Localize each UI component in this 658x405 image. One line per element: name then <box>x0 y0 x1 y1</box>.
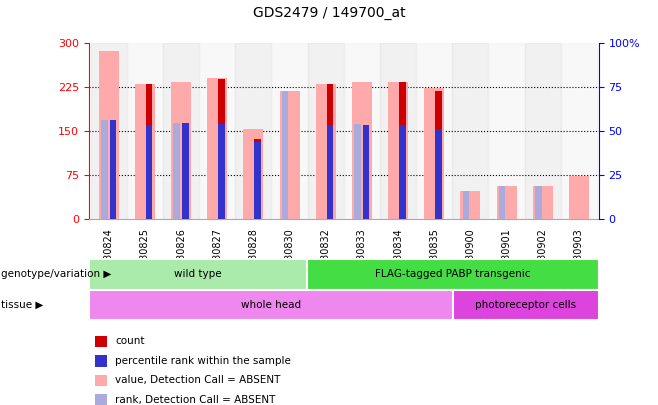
Bar <box>127 43 163 219</box>
Bar <box>524 43 561 219</box>
Bar <box>99 51 118 219</box>
Bar <box>146 125 153 219</box>
Text: FLAG-tagged PABP transgenic: FLAG-tagged PABP transgenic <box>375 269 531 279</box>
Bar <box>497 186 517 219</box>
Text: whole head: whole head <box>241 300 301 310</box>
Bar <box>236 43 272 219</box>
Bar <box>255 142 261 219</box>
Bar <box>110 120 116 219</box>
Bar <box>535 186 542 219</box>
Text: photoreceptor cells: photoreceptor cells <box>475 300 576 310</box>
Bar <box>380 43 416 219</box>
Text: count: count <box>115 337 145 347</box>
Text: GDS2479 / 149700_at: GDS2479 / 149700_at <box>253 6 405 20</box>
Bar <box>174 123 180 219</box>
Bar <box>561 43 597 219</box>
Bar <box>199 43 236 219</box>
Text: rank, Detection Call = ABSENT: rank, Detection Call = ABSENT <box>115 395 276 405</box>
Bar <box>569 177 589 219</box>
Bar <box>218 124 225 219</box>
Bar <box>363 125 370 219</box>
Text: genotype/variation ▶: genotype/variation ▶ <box>1 269 112 279</box>
Bar <box>343 43 380 219</box>
Bar <box>171 83 191 219</box>
Bar <box>352 83 372 219</box>
Bar <box>182 123 189 219</box>
Bar <box>282 91 288 219</box>
Bar <box>461 190 480 219</box>
Bar <box>452 43 488 219</box>
Bar <box>424 88 444 219</box>
Bar <box>243 130 263 219</box>
Bar <box>272 43 308 219</box>
Bar <box>91 43 127 219</box>
Bar <box>533 186 553 219</box>
Bar <box>280 91 299 219</box>
Bar <box>327 83 334 219</box>
Bar <box>308 43 343 219</box>
Bar <box>327 125 334 219</box>
Bar <box>163 43 199 219</box>
Bar <box>436 91 442 219</box>
Bar <box>207 78 227 219</box>
Bar <box>146 83 153 219</box>
Bar <box>436 130 442 219</box>
Bar <box>218 79 225 219</box>
Bar <box>316 83 336 219</box>
Bar <box>488 43 524 219</box>
Bar <box>354 124 361 219</box>
Bar <box>388 83 408 219</box>
Text: value, Detection Call = ABSENT: value, Detection Call = ABSENT <box>115 375 280 386</box>
Bar <box>135 83 155 219</box>
Bar <box>416 43 452 219</box>
Text: tissue ▶: tissue ▶ <box>1 300 43 310</box>
Bar <box>255 139 261 219</box>
Text: percentile rank within the sample: percentile rank within the sample <box>115 356 291 366</box>
Bar <box>463 190 469 219</box>
Text: wild type: wild type <box>174 269 222 279</box>
Bar <box>399 83 405 219</box>
Bar <box>499 186 505 219</box>
Bar <box>399 125 405 219</box>
Bar <box>101 120 108 219</box>
